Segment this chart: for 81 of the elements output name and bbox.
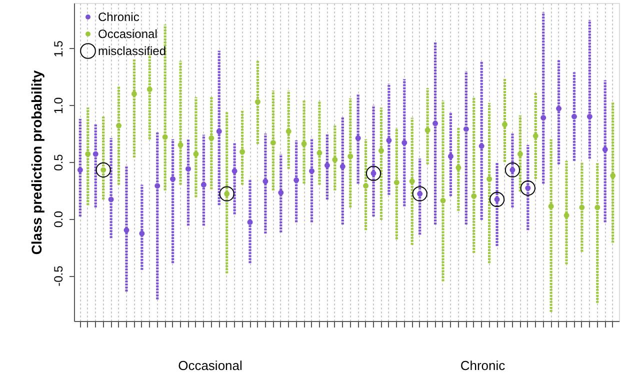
point — [254, 99, 260, 105]
point — [486, 176, 492, 182]
point — [309, 168, 314, 174]
point — [532, 133, 538, 139]
point — [520, 180, 536, 196]
point — [278, 190, 284, 196]
point — [116, 122, 122, 128]
point — [124, 227, 130, 233]
point — [586, 114, 592, 120]
point — [564, 212, 570, 218]
point — [432, 120, 438, 126]
point — [247, 219, 253, 225]
point — [131, 91, 137, 97]
point — [332, 156, 338, 162]
point — [502, 122, 508, 128]
point — [200, 182, 206, 188]
legend-label: Occasional — [98, 27, 158, 41]
point — [324, 162, 330, 168]
point — [77, 167, 83, 173]
point — [146, 86, 152, 92]
point — [270, 140, 276, 146]
point — [108, 196, 114, 202]
point — [286, 128, 292, 134]
point — [478, 143, 484, 149]
point — [170, 176, 176, 182]
point — [92, 151, 98, 157]
point — [96, 162, 111, 178]
point — [424, 127, 430, 133]
point — [556, 106, 562, 112]
y-tick-label: 0.5 — [52, 154, 66, 171]
point — [262, 178, 268, 184]
point — [232, 168, 238, 174]
point — [378, 148, 384, 154]
y-axis-title: Class prediction probability — [28, 70, 44, 255]
point — [489, 192, 505, 208]
point — [316, 150, 322, 156]
text: Occasional — [178, 358, 243, 373]
point — [240, 149, 246, 155]
point — [193, 151, 199, 157]
point — [355, 135, 361, 141]
point — [216, 128, 222, 134]
point — [602, 146, 608, 152]
point — [440, 198, 446, 204]
point — [178, 142, 184, 148]
point — [548, 204, 554, 210]
y-tick-label: 0.0 — [52, 210, 66, 228]
point — [448, 154, 454, 160]
text: Chronic — [460, 358, 506, 373]
y-tick-label: 1.5 — [52, 40, 66, 58]
point — [301, 141, 307, 147]
point — [162, 134, 168, 140]
point — [294, 177, 300, 183]
point — [154, 183, 160, 189]
point — [208, 135, 214, 141]
point — [139, 230, 145, 236]
point — [456, 164, 462, 170]
point — [504, 162, 520, 178]
point — [394, 180, 400, 186]
point — [386, 138, 392, 144]
point — [340, 164, 346, 170]
point — [463, 126, 469, 132]
point — [363, 183, 369, 189]
y-tick-label: 1.0 — [52, 97, 66, 114]
point — [412, 186, 428, 202]
point — [594, 204, 600, 210]
point — [471, 193, 477, 199]
y-tick-label: -0.5 — [52, 265, 66, 286]
point — [610, 172, 616, 178]
point — [517, 151, 523, 157]
point — [402, 140, 408, 146]
point — [219, 186, 234, 202]
point — [366, 166, 382, 181]
point — [186, 166, 191, 172]
legend-label: misclassified — [98, 44, 166, 58]
point — [348, 154, 354, 160]
point — [540, 114, 546, 120]
legend-label: Chronic — [98, 10, 140, 24]
point — [571, 114, 577, 120]
point — [409, 178, 415, 184]
point — [579, 204, 585, 210]
point — [85, 151, 91, 157]
